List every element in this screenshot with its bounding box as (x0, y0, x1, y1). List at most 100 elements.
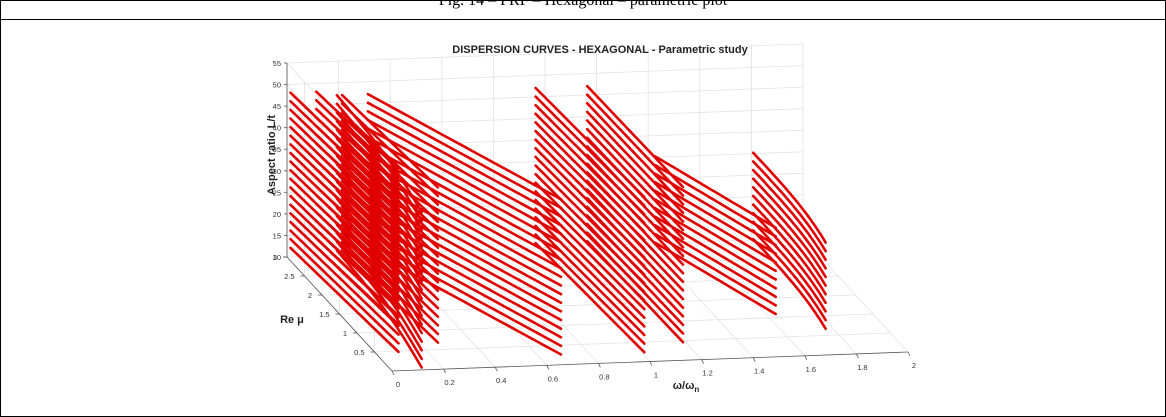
x-tick-mark (701, 359, 704, 364)
dispersion-curve (585, 127, 685, 232)
x-tick-label: 1.2 (702, 369, 712, 378)
dispersion-curve (366, 153, 563, 262)
dispersion-curve (534, 224, 646, 337)
dispersion-curve (366, 101, 563, 210)
dispersion-curve (289, 246, 400, 354)
dispersion-curve (751, 160, 827, 253)
dispersion-curve (653, 198, 778, 273)
dispersion-curve (585, 196, 685, 301)
dispersion-curve (751, 177, 827, 270)
x-axis-label-main: ω/ω (673, 380, 695, 392)
y-tick-label: 1.5 (319, 310, 329, 319)
y-axis-label: Re μ (280, 314, 304, 326)
y-tick-label: 3 (273, 253, 277, 262)
branch-5 (366, 92, 563, 356)
dispersion-curve (366, 179, 563, 287)
dispersion-curve (366, 161, 563, 270)
dispersion-curve (585, 214, 685, 318)
dispersion-curve (585, 222, 685, 327)
x-tick-label: 0.4 (496, 376, 506, 385)
caption-row: Fig. 14 – PRF – Hexagonal – parametric p… (1, 1, 1165, 20)
dispersion-curve (366, 135, 563, 244)
chart-title: DISPERSION CURVES - HEXAGONAL - Parametr… (452, 44, 748, 56)
z-tick-label: 30 (273, 167, 281, 176)
dispersion-curve (751, 229, 827, 322)
y-tick-label: 2 (308, 291, 312, 300)
z-tick-label: 25 (273, 188, 281, 197)
dispersion-curve (751, 194, 827, 287)
dispersion-curve (366, 230, 563, 339)
dispersion-curve (366, 110, 563, 218)
x-tick-label: 1.6 (806, 365, 816, 374)
dispersion-curve (366, 170, 563, 279)
series-layer (289, 84, 827, 369)
dispersion-curve (366, 144, 563, 253)
gridline-back-z (286, 43, 804, 64)
dispersion-curve (585, 162, 685, 266)
dispersion-curve (585, 119, 685, 223)
dispersion-curve (585, 171, 685, 275)
dispersion-curve (751, 203, 827, 296)
dispersion-curve (366, 196, 563, 305)
branch-7 (585, 84, 685, 344)
z-tick-label: 45 (273, 102, 281, 111)
x-tick-label: 0.8 (599, 372, 609, 381)
z-tick-label: 15 (273, 231, 281, 240)
dispersion-curve (751, 237, 827, 331)
x-tick-mark (598, 363, 601, 368)
dispersion-curve (366, 213, 563, 322)
x-axis-label-subscript: n (694, 385, 699, 394)
dispersion-curve (585, 188, 685, 292)
dispersion-curve (751, 211, 827, 305)
x-axis-label: ω/ωn (673, 380, 700, 394)
dispersion-curve (751, 186, 827, 279)
dispersion-curve (335, 249, 424, 369)
dispersion-curve (751, 168, 827, 262)
axis-layer: 0 0.2 0.4 0.6 0.8 1 1.2 1.4 1.6 1.8 20.511.522.531… (273, 59, 916, 389)
dispersion-curve (585, 110, 685, 215)
dispersion-curve (653, 189, 778, 264)
figure-caption: Fig. 14 – PRF – Hexagonal – parametric p… (1, 1, 1165, 10)
z-tick-label: 55 (273, 59, 281, 68)
dispersion-curve (534, 207, 646, 320)
dispersion-curve (366, 127, 563, 236)
dispersion-curve (653, 232, 778, 307)
z-tick-label: 20 (273, 210, 281, 219)
dispersion-curve (340, 240, 440, 336)
dispersion-curve (340, 231, 440, 327)
x-tick-mark (752, 357, 756, 362)
dispersion-curve (289, 229, 400, 336)
gridline-floor-y (374, 332, 891, 353)
x-tick-label: 1.8 (857, 363, 867, 372)
dispersion-curve (534, 233, 646, 345)
x-tick-label: 1 (654, 371, 658, 380)
dispersion-curve (534, 241, 646, 354)
dispersion-curve (653, 241, 778, 316)
dispersion-curve (653, 224, 778, 299)
x-tick-mark (856, 353, 859, 359)
x-tick-label: 2 (912, 361, 916, 370)
dispersion-curve (653, 215, 778, 290)
x-tick-label: 0.6 (548, 374, 558, 383)
z-axis-label: Aspect ratio L/t (266, 115, 278, 195)
x-tick-mark (649, 361, 653, 366)
dispersion-curve (585, 102, 685, 206)
x-tick-mark (907, 351, 911, 357)
dispersion-curve (366, 92, 563, 201)
x-tick-label: 0 (396, 380, 400, 389)
y-tick-label: 0.5 (354, 348, 364, 357)
grid-layer (286, 43, 909, 372)
z-tick-label: 10 (273, 253, 281, 262)
x-tick-label: 1.4 (754, 367, 764, 376)
dispersion-curve (366, 204, 563, 313)
dispersion-curve (585, 93, 685, 197)
y-tick-label: 2.5 (284, 272, 294, 281)
dispersion-curve (366, 222, 563, 331)
dispersion-curve (340, 223, 440, 319)
gridline-back-z (286, 65, 804, 85)
y-tick-label: 1 (343, 329, 347, 338)
dispersion-curve (340, 249, 440, 344)
dispersion-curve (366, 187, 563, 296)
dispersion-curve (366, 118, 563, 227)
